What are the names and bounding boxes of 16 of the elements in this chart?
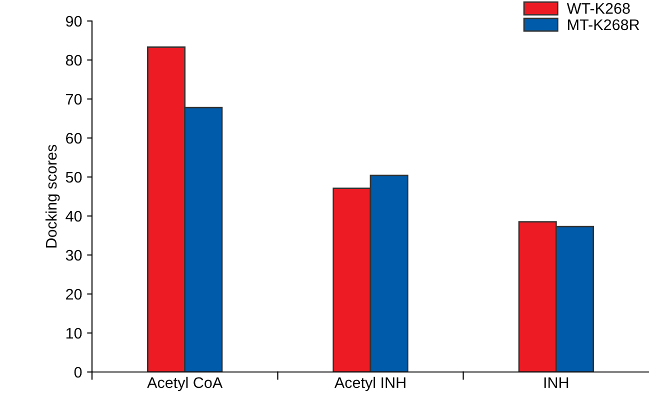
y-tick-label: 60 xyxy=(66,132,82,144)
legend-label: WT-K268 xyxy=(566,3,630,14)
y-tick-label: 40 xyxy=(66,210,82,222)
y-axis-title: Docking scores xyxy=(45,144,60,248)
x-tick-label: INH xyxy=(544,377,568,388)
y-tick-label: 80 xyxy=(66,54,82,66)
y-tick-label: 50 xyxy=(66,172,82,183)
y-tick-label: 10 xyxy=(66,328,82,339)
legend-label: MT-K268R xyxy=(568,19,640,30)
y-tick-label: 20 xyxy=(66,288,82,300)
y-tick-label: 70 xyxy=(66,94,82,105)
x-tick-label: Acetyl CoA xyxy=(147,376,223,392)
y-tick-label: 0 xyxy=(74,366,82,378)
x-tick-label: Acetyl INH xyxy=(334,376,406,392)
y-tick-label: 30 xyxy=(66,250,82,261)
y-tick-label: 90 xyxy=(66,16,82,27)
